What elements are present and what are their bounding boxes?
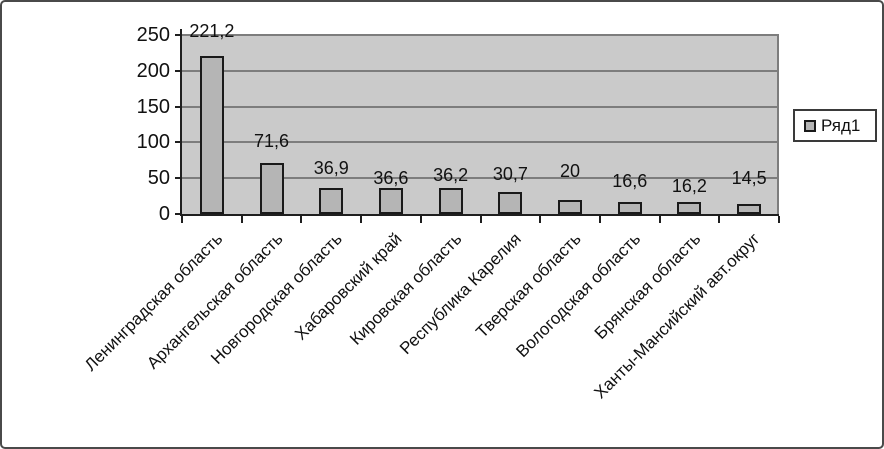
bar-8: [617, 202, 642, 214]
x-axis-tick: [419, 216, 422, 223]
x-axis-tick: [240, 216, 243, 223]
x-axis-category-label: Брянская область: [590, 229, 705, 343]
x-axis-category-label: Хабаровский край: [291, 229, 406, 344]
y-axis-tick: [175, 141, 182, 144]
bar-value-label: 16,2: [671, 176, 707, 197]
x-axis-tick: [658, 216, 661, 223]
y-axis-tick: [175, 69, 182, 72]
bar-1: [199, 55, 224, 214]
series-marker-icon: [804, 119, 816, 132]
bar-value-label: 36,6: [373, 167, 409, 188]
x-axis-tick: [360, 216, 363, 223]
legend: Ряд1: [793, 109, 877, 142]
bar-10: [737, 203, 762, 214]
x-axis-tick: [539, 216, 542, 223]
bar-2: [259, 162, 284, 214]
x-axis-category-label: Тверская область: [472, 229, 585, 342]
y-axis-tick-label: 100: [136, 131, 170, 154]
bar-5: [438, 188, 463, 214]
gridline-y-50: [182, 177, 779, 180]
bar-7: [558, 199, 583, 214]
bar-9: [677, 202, 702, 214]
bar-value-label: 71,6: [254, 130, 290, 151]
bar-3: [319, 187, 344, 214]
bar-value-label: 20: [560, 160, 581, 181]
x-axis-line: [180, 214, 779, 216]
bar-value-label: 36,2: [433, 165, 469, 186]
x-axis-category-label: Кировская область: [346, 229, 466, 349]
gridline-y-150: [182, 105, 779, 108]
bar-6: [498, 192, 523, 214]
bar-value-label: 16,6: [612, 171, 648, 192]
gridline-y-250: [182, 34, 779, 36]
y-axis-tick-label: 250: [136, 24, 170, 46]
y-axis-tick: [175, 177, 182, 180]
y-axis-tick-label: 0: [158, 203, 170, 225]
y-axis-tick: [175, 105, 182, 108]
y-axis-line: [180, 29, 182, 216]
bar-4: [378, 187, 403, 214]
x-axis-tick: [300, 216, 303, 223]
x-axis-tick: [181, 216, 183, 223]
x-axis-tick: [718, 216, 721, 223]
y-axis-tick-label: 50: [147, 167, 170, 190]
bar-value-label: 221,2: [189, 20, 235, 41]
bar-value-label: 14,5: [731, 167, 767, 188]
gridline-y-100: [182, 141, 779, 144]
x-axis-tick: [778, 216, 780, 223]
y-axis-tick: [175, 34, 182, 36]
legend-series-label: Ряд1: [821, 115, 861, 135]
x-axis-tick: [598, 216, 601, 223]
y-axis-tick-label: 150: [136, 95, 170, 118]
y-axis-tick-label: 200: [136, 59, 170, 82]
gridline-y-200: [182, 69, 779, 72]
bar-value-label: 30,7: [492, 164, 528, 185]
bar-value-label: 36,9: [313, 157, 349, 178]
y-axis-tick: [175, 213, 182, 215]
x-axis-tick: [479, 216, 482, 223]
